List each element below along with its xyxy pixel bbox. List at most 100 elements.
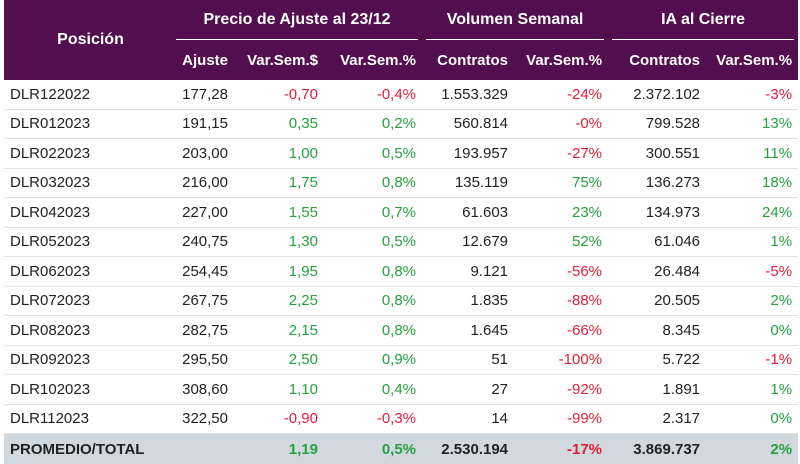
cell-var-pesos: 1,75 xyxy=(234,168,324,198)
total-label: PROMEDIO/TOTAL xyxy=(4,434,172,464)
header-col-contratos-vol: Contratos xyxy=(422,40,514,80)
cell-var-pesos: 1,00 xyxy=(234,139,324,169)
cell-volume-pct: -0% xyxy=(514,109,608,139)
cell-open-interest: 8.345 xyxy=(608,316,706,346)
header-position: Posición xyxy=(4,0,172,80)
cell-volume-pct: -99% xyxy=(514,404,608,434)
cell-var-pesos: 2,25 xyxy=(234,286,324,316)
cell-var-pct: 0,8% xyxy=(324,168,422,198)
cell-volume-pct: -27% xyxy=(514,139,608,169)
cell-var-pct: 0,9% xyxy=(324,345,422,375)
cell-var-pesos: 1,95 xyxy=(234,257,324,287)
cell-var-pct: 0,8% xyxy=(324,316,422,346)
cell-position: DLR102023 xyxy=(4,375,172,405)
cell-volume: 9.121 xyxy=(422,257,514,287)
cell-open-interest: 134.973 xyxy=(608,198,706,228)
cell-var-pesos: 1,30 xyxy=(234,227,324,257)
cell-volume-pct: -92% xyxy=(514,375,608,405)
header-row-groups: Posición Precio de Ajuste al 23/12 Volum… xyxy=(4,0,798,40)
total-open-interest: 3.869.737 xyxy=(608,434,706,464)
cell-open-interest-pct: -1% xyxy=(706,345,798,375)
cell-var-pct: 0,5% xyxy=(324,139,422,169)
cell-var-pct: 0,2% xyxy=(324,109,422,139)
cell-open-interest: 26.484 xyxy=(608,257,706,287)
header-col-var-pesos: Var.Sem.$ xyxy=(234,40,324,80)
group-underline xyxy=(426,39,604,40)
cell-volume-pct: -56% xyxy=(514,257,608,287)
total-open-interest-pct: 2% xyxy=(706,434,798,464)
cell-ajuste: 295,50 xyxy=(172,345,234,375)
cell-volume: 51 xyxy=(422,345,514,375)
cell-position: DLR072023 xyxy=(4,286,172,316)
cell-open-interest-pct: -3% xyxy=(706,80,798,109)
header-group-price: Precio de Ajuste al 23/12 xyxy=(172,0,422,40)
header-col-contratos-oi: Contratos xyxy=(608,40,706,80)
cell-var-pesos: 0,35 xyxy=(234,109,324,139)
total-var-pesos: 1,19 xyxy=(234,434,324,464)
cell-volume: 1.645 xyxy=(422,316,514,346)
cell-volume-pct: 75% xyxy=(514,168,608,198)
cell-ajuste: 240,75 xyxy=(172,227,234,257)
header-col-var-pct-oi: Var.Sem.% xyxy=(706,40,798,80)
cell-ajuste: 322,50 xyxy=(172,404,234,434)
cell-volume: 14 xyxy=(422,404,514,434)
header-group-volume: Volumen Semanal xyxy=(422,0,608,40)
cell-volume-pct: -100% xyxy=(514,345,608,375)
cell-volume: 1.835 xyxy=(422,286,514,316)
cell-ajuste: 191,15 xyxy=(172,109,234,139)
cell-ajuste: 227,00 xyxy=(172,198,234,228)
cell-open-interest: 2.317 xyxy=(608,404,706,434)
cell-open-interest: 1.891 xyxy=(608,375,706,405)
cell-open-interest-pct: 0% xyxy=(706,404,798,434)
cell-position: DLR062023 xyxy=(4,257,172,287)
cell-volume: 135.119 xyxy=(422,168,514,198)
header-col-var-pct-vol: Var.Sem.% xyxy=(514,40,608,80)
cell-open-interest-pct: -5% xyxy=(706,257,798,287)
cell-open-interest: 799.528 xyxy=(608,109,706,139)
cell-open-interest-pct: 1% xyxy=(706,375,798,405)
cell-ajuste: 177,28 xyxy=(172,80,234,109)
cell-volume-pct: 23% xyxy=(514,198,608,228)
cell-open-interest: 136.273 xyxy=(608,168,706,198)
cell-open-interest: 61.046 xyxy=(608,227,706,257)
cell-volume: 12.679 xyxy=(422,227,514,257)
cell-open-interest: 2.372.102 xyxy=(608,80,706,109)
cell-volume-pct: -66% xyxy=(514,316,608,346)
cell-var-pct: -0,3% xyxy=(324,404,422,434)
cell-open-interest-pct: 13% xyxy=(706,109,798,139)
cell-volume-pct: -24% xyxy=(514,80,608,109)
cell-volume: 193.957 xyxy=(422,139,514,169)
cell-open-interest-pct: 24% xyxy=(706,198,798,228)
cell-volume-pct: 52% xyxy=(514,227,608,257)
cell-position: DLR082023 xyxy=(4,316,172,346)
cell-open-interest: 20.505 xyxy=(608,286,706,316)
cell-var-pct: 0,8% xyxy=(324,286,422,316)
cell-volume-pct: -88% xyxy=(514,286,608,316)
header-group-volume-label: Volumen Semanal xyxy=(447,11,584,28)
cell-var-pct: 0,7% xyxy=(324,198,422,228)
cell-volume: 560.814 xyxy=(422,109,514,139)
futures-table: Posición Precio de Ajuste al 23/12 Volum… xyxy=(4,0,798,464)
cell-open-interest: 5.722 xyxy=(608,345,706,375)
cell-volume: 1.553.329 xyxy=(422,80,514,109)
cell-open-interest-pct: 0% xyxy=(706,316,798,346)
header-group-price-label: Precio de Ajuste al 23/12 xyxy=(203,11,390,28)
cell-ajuste: 308,60 xyxy=(172,375,234,405)
cell-open-interest: 300.551 xyxy=(608,139,706,169)
total-volume-pct: -17% xyxy=(514,434,608,464)
header-group-oi-label: IA al Cierre xyxy=(661,11,745,28)
header-col-ajuste: Ajuste xyxy=(172,40,234,80)
total-volume: 2.530.194 xyxy=(422,434,514,464)
cell-var-pesos: -0,70 xyxy=(234,80,324,109)
table-header: Posición Precio de Ajuste al 23/12 Volum… xyxy=(4,0,798,80)
cell-open-interest-pct: 11% xyxy=(706,139,798,169)
